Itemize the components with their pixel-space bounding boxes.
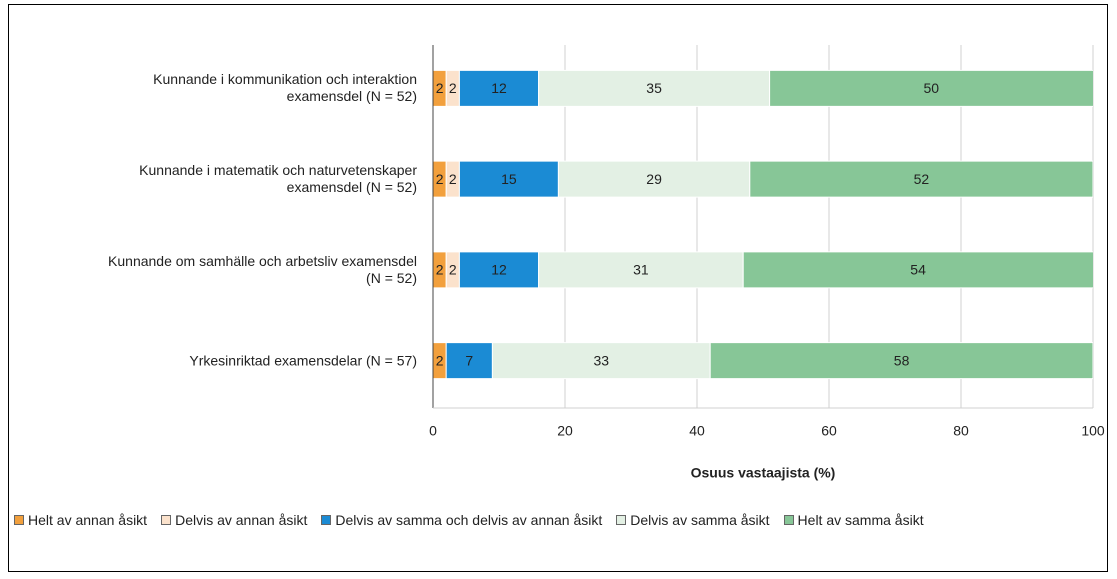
legend-label: Helt av annan åsikt [28,512,148,528]
data-label: 2 [449,80,457,96]
bar-segment [538,69,771,107]
data-label: 50 [924,80,940,96]
x-tick-label: 80 [953,423,969,439]
bar-segment [458,160,559,198]
legend-item: Helt av samma åsikt [783,512,924,528]
legend-swatch [616,515,627,525]
legend-label: Helt av samma åsikt [797,512,924,528]
data-label: 2 [436,171,444,187]
x-tick-label: 40 [689,423,705,439]
bar-segment [769,69,1093,107]
legend-swatch [161,515,172,525]
legend-label: Delvis av annan åsikt [175,512,308,528]
legend-swatch [321,515,332,525]
x-tick-label: 100 [1081,423,1105,439]
bar-segment [749,160,1093,198]
bar-segment [742,251,1093,289]
legend-label: Delvis av samma och delvis av annan åsik… [335,512,603,528]
data-label: 29 [646,171,662,187]
data-label: 35 [646,80,662,96]
legend-item: Delvis av samma åsikt [616,512,770,528]
data-label: 58 [894,352,910,368]
data-label: 52 [914,171,930,187]
legend-swatch [783,515,794,525]
x-tick-label: 20 [557,423,573,439]
bars [433,69,1093,380]
x-axis-title: Osuus vastaajista (%) [691,465,836,481]
bar-segment [538,251,744,289]
legend-item: Helt av annan åsikt [14,512,147,528]
data-label: 2 [436,352,444,368]
x-tick-label: 60 [821,423,837,439]
bar-segment [709,342,1093,380]
bar-segment [458,251,540,289]
data-label: 15 [501,171,517,187]
chart-frame [8,4,1108,572]
data-label: 12 [491,80,507,96]
x-tick-label: 0 [429,423,437,439]
category-label: Kunnande om samhälle och arbetsliv exame… [108,252,417,286]
category-label: Yrkesinriktad examensdelar (N = 57) [189,352,417,369]
bar-segment [445,342,493,380]
data-label: 12 [491,262,507,278]
bar-segment [491,342,711,380]
category-label: Kunnande i matematik och naturvetenskape… [139,162,417,196]
data-label: 2 [436,80,444,96]
legend-item: Delvis av annan åsikt [161,512,307,528]
data-label: 2 [449,171,457,187]
data-label: 33 [594,352,610,368]
category-label: Kunnande i kommunikation och interaktion… [153,71,417,105]
legend: Helt av annan åsikt Delvis av annan åsikt… [14,512,924,528]
legend-item: Delvis av samma och delvis av annan åsik… [321,512,602,528]
legend-label: Delvis av samma åsikt [630,512,770,528]
data-label: 2 [449,262,457,278]
data-label: 7 [465,352,473,368]
data-label: 2 [436,262,444,278]
data-label: 54 [910,262,926,278]
bar-segment [458,69,540,107]
data-label: 31 [633,262,649,278]
legend-swatch [14,515,24,525]
